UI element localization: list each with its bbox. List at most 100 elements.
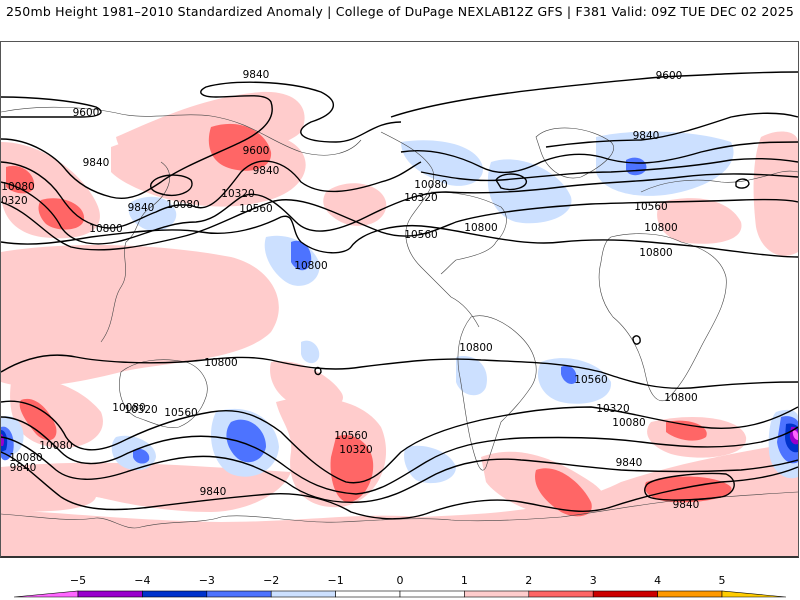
contour-label: 9840 <box>200 486 227 498</box>
colorbar-tick-label: −2 <box>263 574 280 587</box>
contour-label: 10800 <box>294 260 327 272</box>
contour-label: 10080 <box>1 181 34 193</box>
coastline-asia-east <box>100 161 170 343</box>
contour-label: 10800 <box>644 222 677 234</box>
contour-10800-north <box>1 215 798 258</box>
strong-positive-anomaly-region <box>208 123 272 171</box>
contour-label: 10560 <box>634 201 667 213</box>
negative-anomaly-region <box>401 140 483 186</box>
contour-label: 9840 <box>673 499 700 511</box>
contour-label: 9600 <box>656 70 683 82</box>
extreme-negative-anomaly-region <box>792 430 798 440</box>
negative-anomaly-region <box>487 159 572 224</box>
coastline-europe <box>640 170 798 193</box>
strong-positive-anomaly-region <box>535 468 592 517</box>
colorbar-segment <box>206 590 272 598</box>
colorbar-tick-label: 1 <box>460 574 468 587</box>
colorbar-segment <box>528 590 594 598</box>
colorbar-tick-label: 3 <box>589 574 597 587</box>
contour-10080-south <box>1 436 798 504</box>
contour-label: 9600 <box>243 145 270 157</box>
contour-closed-small <box>149 174 193 197</box>
contour-label: 10320 <box>221 188 254 200</box>
contour-label: 9840 <box>128 202 155 214</box>
contour-10560 <box>1 198 798 251</box>
chart-title: 250mb Height 1981–2010 Standardized Anom… <box>6 4 510 19</box>
coastline-australia <box>119 359 208 428</box>
contour-label: 10320 <box>1 195 28 207</box>
colorbar-arrow-low <box>13 590 79 598</box>
contour-label: 9840 <box>83 157 110 169</box>
contour-9600-north <box>390 71 798 118</box>
colorbar-segment <box>335 590 401 598</box>
positive-anomaly-region <box>1 442 798 556</box>
map-panel: 9840 9600 9840 9840 10080 10320 10560 10800 9600… <box>0 41 799 558</box>
coastline-eurasia <box>1 106 362 156</box>
contour-label: 10080 <box>612 417 645 429</box>
colorbar <box>13 590 787 598</box>
colorbar-tick-label: 5 <box>718 574 726 587</box>
contour-label: 10800 <box>464 222 497 234</box>
anomaly-map: 9840 9600 9840 9840 10080 10320 10560 10800 9600… <box>1 69 798 556</box>
colorbar-segment <box>77 590 143 598</box>
contour-10080-atlantic <box>420 158 798 182</box>
contour-label: 10560 <box>164 407 197 419</box>
positive-anomaly-region <box>270 361 343 409</box>
colorbar-tick-label: −3 <box>198 574 215 587</box>
contour-closed-small <box>632 335 641 345</box>
colorbar-segment <box>464 590 530 598</box>
contour-label: 10800 <box>639 247 672 259</box>
coastline-south-america <box>457 315 537 471</box>
contour-9600-europe <box>545 112 798 148</box>
contour-label: 10800 <box>204 357 237 369</box>
contour-label: 9840 <box>633 130 660 142</box>
colorbar-tick-label: 4 <box>654 574 662 587</box>
contour-label: 9840 <box>616 457 643 469</box>
contour-9600-northwest <box>1 96 102 118</box>
contour-label: 10560 <box>574 374 607 386</box>
positive-anomaly-region <box>1 245 279 387</box>
strong-negative-anomaly-region <box>133 448 150 464</box>
contour-label: 10080 <box>112 402 145 414</box>
colorbar-tick-label: 2 <box>525 574 533 587</box>
contour-label: 10560 <box>404 229 437 241</box>
negative-anomaly-region <box>404 445 456 484</box>
coastline-north-america-east <box>430 191 507 275</box>
contour-label: 10320 <box>339 444 372 456</box>
contour-label: 10560 <box>239 203 272 215</box>
anomaly-shading <box>1 91 798 556</box>
contour-label: 10080 <box>166 199 199 211</box>
coastline-north-america <box>380 131 480 328</box>
negative-anomaly-region <box>301 340 320 364</box>
strong-positive-anomaly-region <box>38 198 85 230</box>
positive-anomaly-region <box>657 198 742 244</box>
contour-label: 9840 <box>243 69 270 81</box>
negative-anomaly-region <box>596 131 734 196</box>
coastline-antarctica <box>1 491 798 529</box>
contour-closed-small <box>495 173 527 191</box>
run-valid-time: 12Z GFS | F381 Valid: 09Z TUE DEC 02 202… <box>508 4 794 19</box>
coastlines <box>1 106 798 529</box>
contour-label: 10080 <box>414 179 447 191</box>
contour-10560-south <box>1 400 798 484</box>
strong-positive-anomaly-region <box>6 165 35 194</box>
contour-9840-south <box>1 451 798 520</box>
contour-label: 10800 <box>459 342 492 354</box>
contour-closed-small <box>735 178 750 189</box>
contour-10320-pacific <box>1 181 447 245</box>
coastline-greenland <box>535 127 614 179</box>
contour-label: 10560 <box>334 430 367 442</box>
contour-label: 10320 <box>596 403 629 415</box>
colorbar-segment <box>142 590 208 598</box>
contour-label: 10080 <box>9 452 42 464</box>
contour-closed-small <box>314 366 322 376</box>
colorbar-tick-label: 0 <box>396 574 404 587</box>
strong-positive-anomaly-region <box>330 434 374 503</box>
colorbar-segment <box>657 590 723 598</box>
positive-anomaly-region <box>10 378 103 448</box>
contour-label: 10800 <box>664 392 697 404</box>
contour-9840-atlantic <box>400 141 798 174</box>
contour-label: 10800 <box>89 223 122 235</box>
colorbar-tick-label: −4 <box>134 574 151 587</box>
contour-label: 9840 <box>253 165 280 177</box>
